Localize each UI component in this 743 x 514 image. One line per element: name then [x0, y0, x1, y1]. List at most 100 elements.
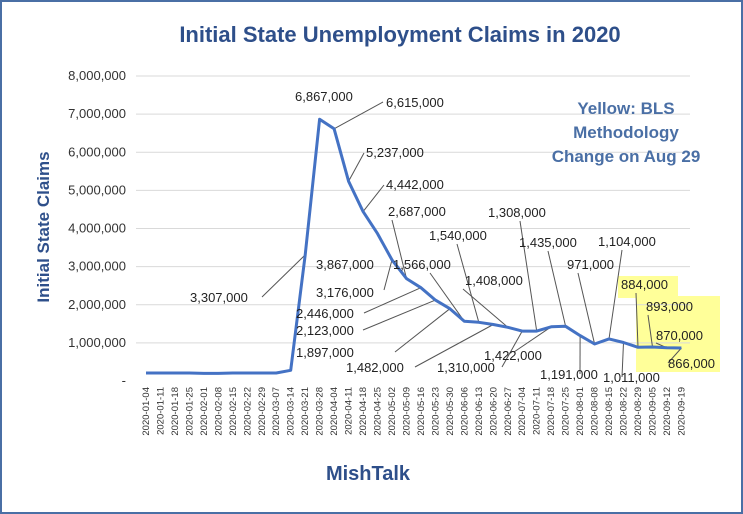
x-tick-label: 2020-01-25 [184, 387, 195, 436]
x-tick-label: 2020-01-04 [141, 387, 152, 436]
x-tick-label: 2020-02-29 [257, 387, 268, 436]
y-axis-ticks: - 1,000,000 2,000,000 3,000,000 4,000,000 5,0… [68, 68, 126, 388]
data-label: 1,897,000 [296, 345, 354, 360]
label-leader [363, 287, 422, 314]
x-tick-label: 2020-03-28 [315, 387, 326, 436]
data-label: 884,000 [621, 277, 668, 292]
label-leader [621, 342, 624, 378]
data-label: 2,687,000 [388, 204, 446, 219]
x-tick-label: 2020-05-30 [445, 387, 456, 436]
x-tick-label: 2020-01-11 [155, 387, 166, 435]
x-tick-label: 2020-08-01 [575, 387, 586, 436]
x-tick-label: 2020-09-12 [662, 387, 673, 436]
label-leader [519, 220, 538, 332]
annotation-line-2: Methodology [573, 123, 679, 142]
data-label: 1,310,000 [437, 360, 495, 375]
x-tick-label: 2020-09-19 [676, 387, 687, 436]
y-tick-label: 5,000,000 [68, 182, 126, 197]
x-tick-label: 2020-09-05 [647, 387, 658, 436]
x-tick-label: 2020-06-06 [459, 387, 470, 436]
data-label: 1,540,000 [429, 228, 487, 243]
data-label: 6,867,000 [295, 89, 353, 104]
data-label: 893,000 [646, 299, 693, 314]
label-leader [501, 330, 523, 368]
x-tick-label: 2020-08-15 [604, 387, 615, 436]
x-tick-label: 2020-08-22 [619, 387, 630, 436]
x-tick-label: 2020-04-18 [358, 387, 369, 436]
source-label: MishTalk [326, 463, 411, 485]
x-tick-label: 2020-01-18 [170, 387, 181, 436]
chart-title: Initial State Unemployment Claims in 202… [179, 22, 620, 47]
x-tick-label: 2020-03-14 [286, 387, 297, 436]
highlight-box-2 [636, 296, 720, 372]
x-tick-label: 2020-05-02 [387, 387, 398, 436]
y-tick-label: 6,000,000 [68, 144, 126, 159]
x-tick-label: 2020-07-04 [517, 387, 528, 436]
x-tick-label: 2020-07-11 [532, 387, 543, 435]
data-label: 2,446,000 [296, 306, 354, 321]
data-label: 1,482,000 [346, 360, 404, 375]
label-leader [333, 101, 384, 130]
y-tick-label: - [122, 373, 126, 388]
label-leader [261, 254, 306, 298]
x-tick-label: 2020-02-08 [213, 387, 224, 436]
x-tick-label: 2020-03-07 [271, 387, 282, 436]
data-label: 1,011,000 [603, 370, 660, 385]
x-tick-label: 2020-02-15 [228, 387, 239, 436]
data-label: 3,867,000 [316, 257, 374, 272]
x-tick-label: 2020-08-29 [633, 387, 644, 436]
y-axis-label: Initial State Claims [34, 151, 53, 302]
data-label: 1,308,000 [488, 205, 546, 220]
data-labels: 3,307,000 6,867,000 6,615,000 5,237,000 4,44… [190, 89, 715, 385]
x-tick-label: 2020-07-18 [546, 387, 557, 436]
data-label: 1,566,000 [393, 257, 451, 272]
x-tick-label: 2020-03-21 [300, 387, 311, 436]
label-leader [394, 308, 451, 353]
data-label: 870,000 [656, 328, 703, 343]
x-tick-label: 2020-07-25 [561, 387, 572, 436]
data-label: 3,176,000 [316, 285, 374, 300]
label-leader [462, 288, 509, 328]
label-leader [667, 347, 682, 364]
data-label: 3,307,000 [190, 290, 248, 305]
label-leader [456, 243, 480, 323]
highlight-box-1 [618, 276, 678, 298]
label-leader [362, 184, 385, 212]
y-tick-label: 2,000,000 [68, 297, 126, 312]
label-leader [391, 219, 407, 279]
series-line [146, 117, 682, 375]
data-label: 971,000 [567, 257, 614, 272]
x-axis-ticks: 2020-01-04 2020-01-11 2020-01-18 2020-01-25… [141, 387, 687, 436]
data-label: 1,435,000 [519, 235, 577, 250]
label-leader [513, 326, 552, 353]
label-leader [547, 250, 567, 327]
label-leader [635, 292, 639, 348]
x-tick-label: 2020-05-23 [430, 387, 441, 436]
label-leader [383, 259, 393, 291]
data-label: 1,191,000 [540, 367, 598, 382]
data-label: 866,000 [668, 356, 715, 371]
annotation-line-1: Yellow: BLS [577, 99, 674, 118]
annotation-line-3: Change on Aug 29 [552, 147, 701, 166]
label-leader [348, 152, 365, 182]
label-leader [577, 272, 596, 345]
x-tick-label: 2020-08-08 [590, 387, 601, 436]
label-leader [647, 314, 653, 348]
label-leader [429, 272, 465, 322]
x-tick-label: 2020-05-16 [416, 387, 427, 436]
data-label: 1,422,000 [484, 348, 542, 363]
data-label: 4,442,000 [386, 177, 444, 192]
data-label: 2,123,000 [296, 323, 354, 338]
data-label: 5,237,000 [366, 145, 424, 160]
x-tick-label: 2020-04-04 [329, 387, 340, 436]
x-tick-label: 2020-04-25 [373, 387, 384, 436]
data-label: 1,408,000 [465, 273, 523, 288]
x-tick-label: 2020-04-11 [344, 387, 355, 435]
x-tick-label: 2020-02-01 [199, 387, 210, 436]
label-leader [362, 299, 436, 331]
y-tick-label: 4,000,000 [68, 221, 126, 236]
x-tick-label: 2020-02-22 [242, 387, 253, 436]
label-leaders [261, 101, 682, 378]
